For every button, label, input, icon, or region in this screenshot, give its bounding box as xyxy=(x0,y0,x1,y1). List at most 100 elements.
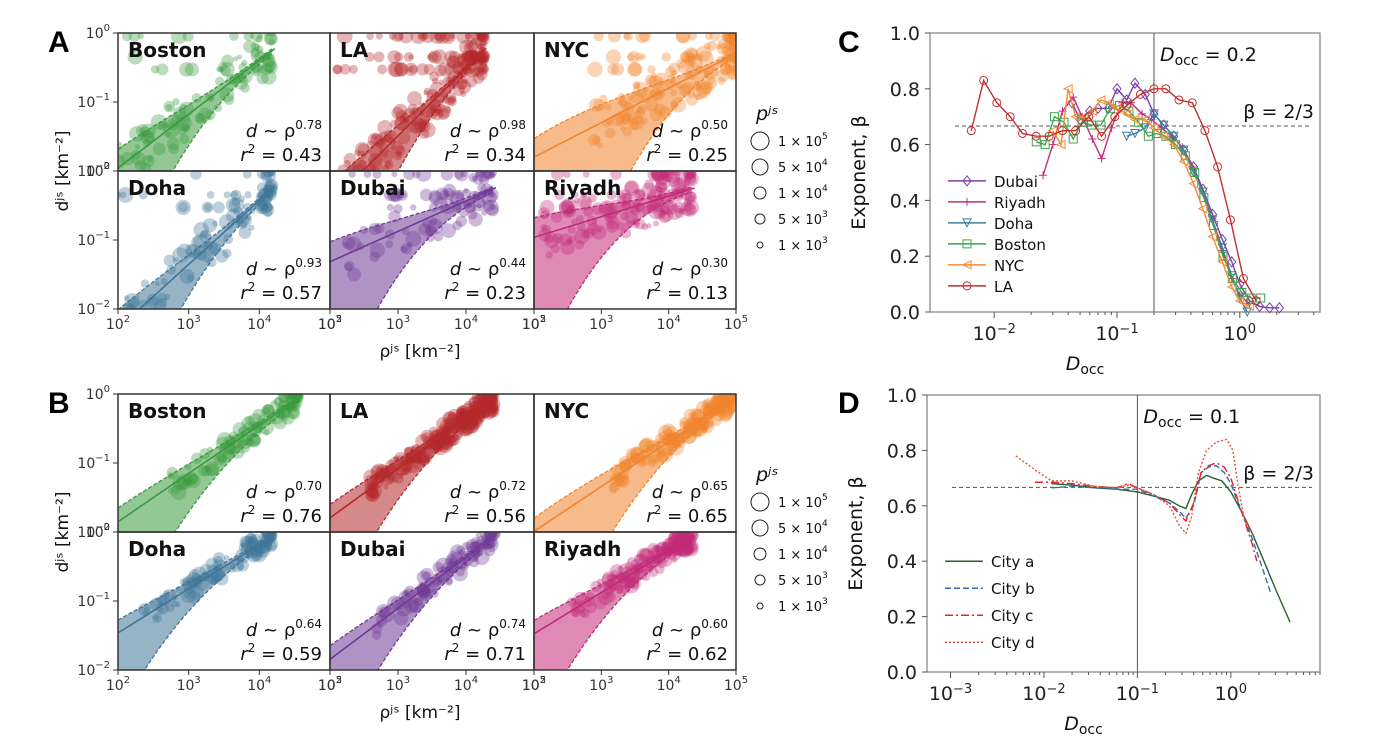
data-point xyxy=(660,542,675,557)
data-point xyxy=(670,101,679,110)
fit-equation: d ~ ρ0.60 xyxy=(652,617,728,641)
data-point xyxy=(371,463,388,480)
data-point xyxy=(430,100,445,115)
data-point xyxy=(347,167,355,171)
data-point xyxy=(163,293,171,301)
data-point xyxy=(712,394,723,405)
data-point xyxy=(412,107,418,113)
data-point xyxy=(395,110,408,123)
data-point xyxy=(468,418,480,431)
data-point xyxy=(277,394,291,403)
y-tick-label: 10−1 xyxy=(77,230,110,249)
data-point xyxy=(165,131,172,138)
data-point xyxy=(437,576,446,584)
data-point xyxy=(668,535,681,548)
x-tick-label: 10−1 xyxy=(1116,682,1159,705)
y-tick-label: 10−2 xyxy=(77,299,110,318)
data-point xyxy=(432,440,449,456)
y-tick-label: 10−2 xyxy=(77,161,110,180)
data-point xyxy=(166,118,179,131)
confidence-band xyxy=(534,186,692,309)
data-point xyxy=(443,91,457,106)
data-point xyxy=(437,566,444,574)
data-point xyxy=(445,435,455,446)
data-point xyxy=(434,447,440,454)
data-point xyxy=(462,78,469,85)
data-point xyxy=(487,402,499,414)
data-point xyxy=(256,171,267,180)
data-point xyxy=(477,63,489,75)
data-point xyxy=(728,33,736,40)
data-point xyxy=(639,547,655,563)
marker-circle xyxy=(1071,126,1081,136)
data-point xyxy=(139,126,149,137)
data-point xyxy=(585,592,595,602)
data-point xyxy=(435,557,451,574)
marker-plus xyxy=(1097,154,1106,163)
size-legend-label: 5 × 103 xyxy=(778,571,828,589)
data-point xyxy=(703,70,711,78)
data-point xyxy=(683,171,699,187)
data-point xyxy=(640,53,647,60)
data-point xyxy=(433,441,444,452)
data-point xyxy=(686,532,693,536)
data-point xyxy=(721,402,735,417)
data-point xyxy=(210,567,225,582)
data-point xyxy=(231,445,245,459)
data-point xyxy=(622,200,631,209)
data-point xyxy=(249,33,255,39)
data-point xyxy=(619,460,633,473)
data-point xyxy=(646,204,653,211)
data-point xyxy=(544,234,554,244)
data-point xyxy=(633,553,645,565)
data-point xyxy=(588,133,601,146)
data-point xyxy=(433,33,443,41)
marker-square xyxy=(1237,287,1247,297)
size-legend-marker xyxy=(754,574,766,586)
size-legend-marker xyxy=(753,547,767,561)
data-point xyxy=(377,120,393,135)
data-point xyxy=(393,103,408,118)
data-point xyxy=(725,394,736,403)
data-point xyxy=(663,537,680,554)
data-point xyxy=(701,73,718,90)
data-point xyxy=(265,53,273,61)
data-point xyxy=(473,419,479,426)
data-point xyxy=(727,394,734,399)
data-point xyxy=(219,62,235,77)
data-point xyxy=(429,33,445,44)
data-point xyxy=(672,532,680,540)
data-point xyxy=(427,439,442,454)
data-point xyxy=(727,403,736,413)
data-point xyxy=(244,191,252,199)
data-point xyxy=(608,586,616,593)
data-point xyxy=(606,220,619,233)
data-point xyxy=(668,532,682,545)
data-point xyxy=(256,182,269,194)
data-point xyxy=(558,233,572,247)
data-point xyxy=(210,576,219,585)
data-point xyxy=(264,178,279,193)
data-point xyxy=(658,210,671,224)
x-tick-label: 102 xyxy=(106,314,130,333)
data-point xyxy=(452,565,468,582)
data-point xyxy=(446,413,459,426)
data-point xyxy=(241,59,248,67)
data-point xyxy=(638,548,653,563)
data-point xyxy=(434,33,451,44)
plot-area xyxy=(534,33,736,171)
plot-area xyxy=(118,171,279,309)
r-squared: r2 = 0.56 xyxy=(444,503,526,527)
x-tick-label: 102 xyxy=(318,675,342,694)
data-point xyxy=(687,412,695,420)
data-point xyxy=(464,560,471,567)
data-point xyxy=(620,212,629,221)
data-point xyxy=(453,427,464,438)
data-point xyxy=(436,569,450,584)
data-point xyxy=(646,76,659,88)
y-tick-label: 0.0 xyxy=(887,662,917,684)
data-point xyxy=(358,159,368,169)
data-point xyxy=(726,405,735,414)
legend-label: Boston xyxy=(994,236,1046,254)
data-point xyxy=(729,33,736,41)
